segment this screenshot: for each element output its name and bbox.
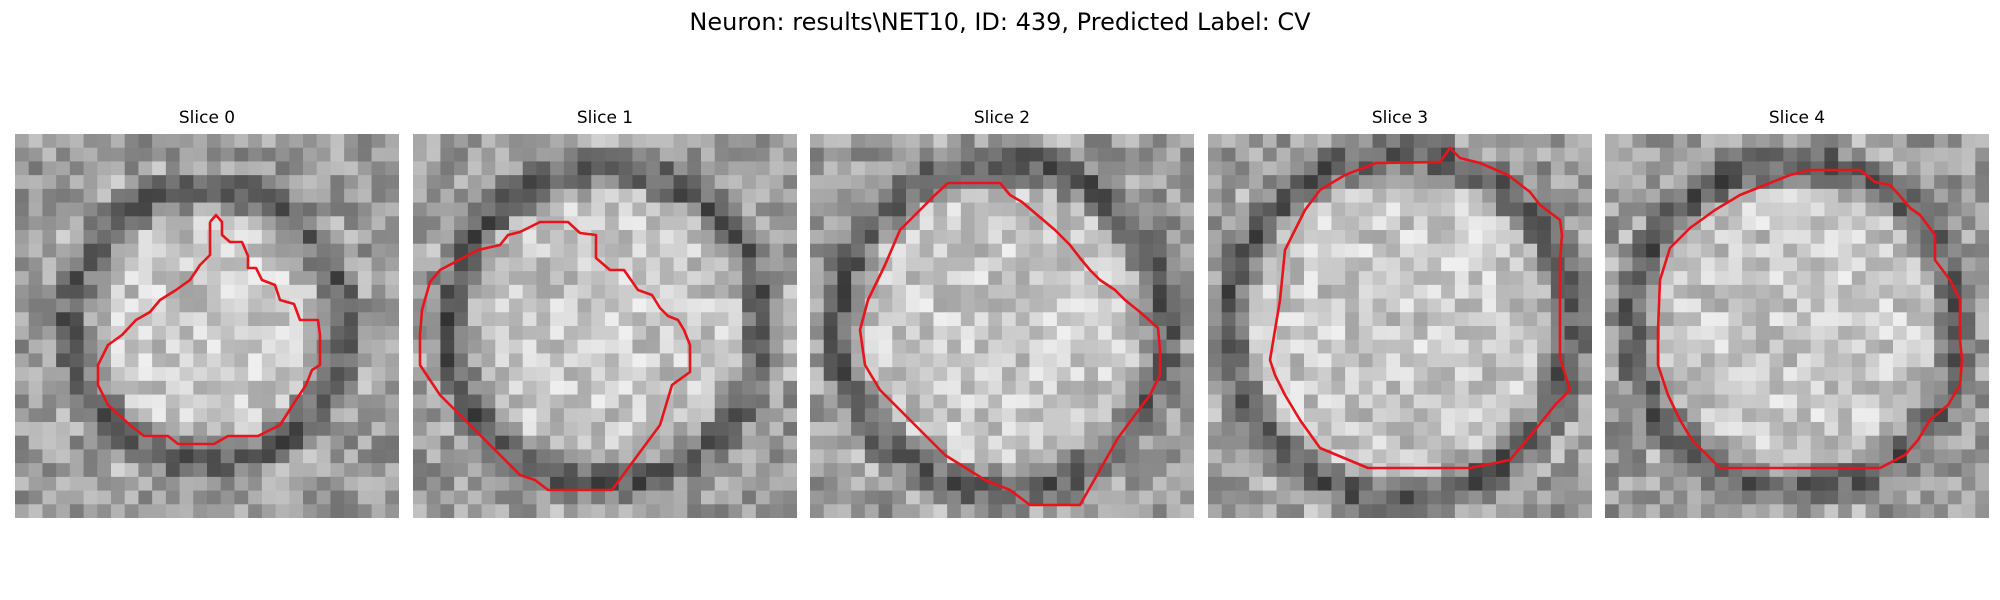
slice-image: [1208, 134, 1592, 518]
slice-image: [15, 134, 399, 518]
slice-image-panel: [1605, 134, 1989, 518]
slice-image-panel: [15, 134, 399, 518]
slice-title: Slice 1: [576, 108, 634, 128]
slice-title: Slice 2: [973, 108, 1031, 128]
slice-image: [413, 134, 797, 518]
slice-title: Slice 4: [1768, 108, 1826, 128]
figure-title: Neuron: results\NET10, ID: 439, Predicte…: [689, 8, 1311, 36]
slice-image: [810, 134, 1194, 518]
slice-image-panel: [1208, 134, 1592, 518]
slice-image: [1605, 134, 1989, 518]
slice-image-panel: [413, 134, 797, 518]
slice-title: Slice 3: [1371, 108, 1429, 128]
cell-contour: [1656, 168, 1964, 470]
cell-contour: [418, 220, 692, 492]
slice-title: Slice 0: [178, 108, 236, 128]
cell-contour: [96, 213, 322, 446]
cell-contour: [858, 181, 1162, 507]
cell-contour: [1268, 146, 1572, 470]
slice-image-panel: [810, 134, 1194, 518]
